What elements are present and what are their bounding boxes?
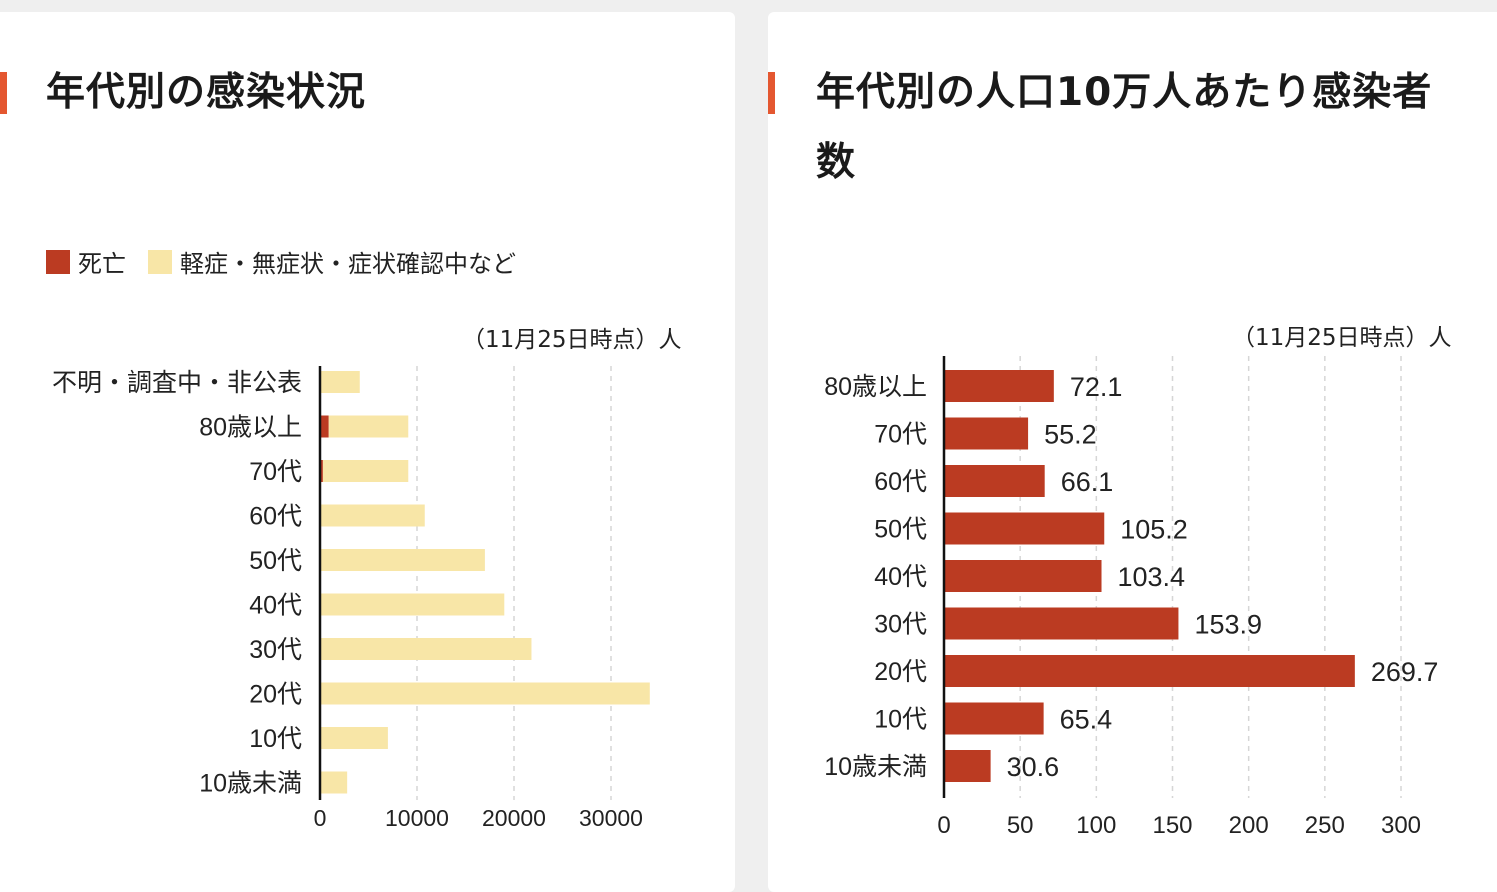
bar [944, 702, 1044, 735]
bar-mild [320, 504, 425, 527]
bar [944, 417, 1029, 450]
right-chart-date-note: （11月25日時点）人 [1232, 325, 1452, 351]
left-chart-date-note: （11月25日時点）人 [462, 327, 682, 353]
x-tick-label: 0 [937, 812, 950, 839]
data-label: 66.1 [1061, 467, 1114, 497]
infection-rate-card [768, 12, 1497, 892]
data-label: 55.2 [1044, 420, 1097, 450]
data-label: 269.7 [1371, 657, 1439, 687]
bar-mild [320, 638, 532, 660]
bar [944, 560, 1102, 592]
bar-death [320, 460, 323, 482]
data-label: 153.9 [1194, 610, 1262, 640]
x-tick-label: 0 [314, 805, 327, 831]
data-label: 103.4 [1118, 562, 1186, 592]
legend-swatch-death [46, 249, 70, 274]
category-label: 60代 [874, 468, 927, 496]
bar [944, 607, 1179, 640]
bar [944, 512, 1105, 545]
x-tick-label: 100 [1076, 812, 1116, 839]
category-label: 80歳以上 [824, 373, 927, 401]
bar-mild [328, 415, 409, 438]
category-label: 60代 [249, 503, 302, 531]
bar-mild [320, 682, 650, 705]
right-chart-title-line1: 年代別の人口10万人あたり感染者 [816, 70, 1433, 115]
x-tick-label: 50 [1007, 812, 1034, 839]
data-label: 72.1 [1070, 372, 1123, 402]
category-label: 70代 [874, 421, 927, 449]
category-label: 20代 [874, 658, 927, 686]
legend-label-mild: 軽症・無症状・症状確認中など [180, 250, 516, 278]
bar [944, 370, 1054, 402]
category-label: 不明・調査中・非公表 [52, 369, 302, 397]
x-tick-label: 10000 [385, 805, 449, 831]
title-accent-bar [0, 72, 7, 114]
right-bar-chart: 0 50 100 150 200 250 300 80歳以上 72.1 70代 55.2 60代 66.… [824, 356, 1439, 839]
right-chart-title-line2: 数 [816, 140, 857, 185]
title-accent-bar [768, 72, 775, 114]
bar [944, 465, 1045, 497]
x-tick-label: 30000 [579, 805, 643, 831]
left-stacked-bar-chart: 0 10000 20000 30000 不明・調査中・非公表 80歳以上 70代 60代 50代… [52, 366, 650, 831]
left-chart-title: 年代別の感染状況 [46, 70, 367, 115]
bar-mild [320, 549, 485, 571]
x-tick-label: 200 [1229, 812, 1269, 839]
data-label: 65.4 [1060, 705, 1113, 735]
x-tick-label: 20000 [482, 805, 546, 831]
legend-swatch-mild [148, 249, 172, 274]
category-label: 70代 [249, 458, 302, 486]
x-tick-label: 150 [1152, 812, 1192, 839]
bar-mild [322, 460, 409, 482]
category-label: 50代 [874, 516, 927, 544]
x-tick-label: 300 [1381, 812, 1421, 839]
category-label: 50代 [249, 547, 302, 575]
category-label: 10歳未満 [824, 753, 927, 781]
x-tick-label: 250 [1305, 812, 1345, 839]
bar-death [320, 415, 329, 438]
category-label: 30代 [874, 611, 927, 639]
legend-label-death: 死亡 [78, 250, 126, 278]
data-label: 105.2 [1120, 515, 1188, 545]
bar [944, 655, 1355, 687]
category-label: 40代 [874, 563, 927, 591]
category-label: 20代 [249, 681, 302, 709]
bar-mild [320, 727, 388, 749]
category-label: 10代 [249, 725, 302, 753]
category-label: 30代 [249, 636, 302, 664]
category-label: 40代 [249, 592, 302, 620]
bar-mild [320, 593, 505, 616]
left-chart-legend: 死亡 軽症・無症状・症状確認中など [46, 244, 538, 279]
bar-mild [320, 771, 348, 794]
bar-mild [320, 371, 360, 393]
category-label: 80歳以上 [199, 414, 302, 442]
category-label: 10歳未満 [199, 770, 302, 798]
data-label: 30.6 [1007, 752, 1060, 782]
category-label: 10代 [874, 706, 927, 734]
bar [944, 750, 991, 782]
